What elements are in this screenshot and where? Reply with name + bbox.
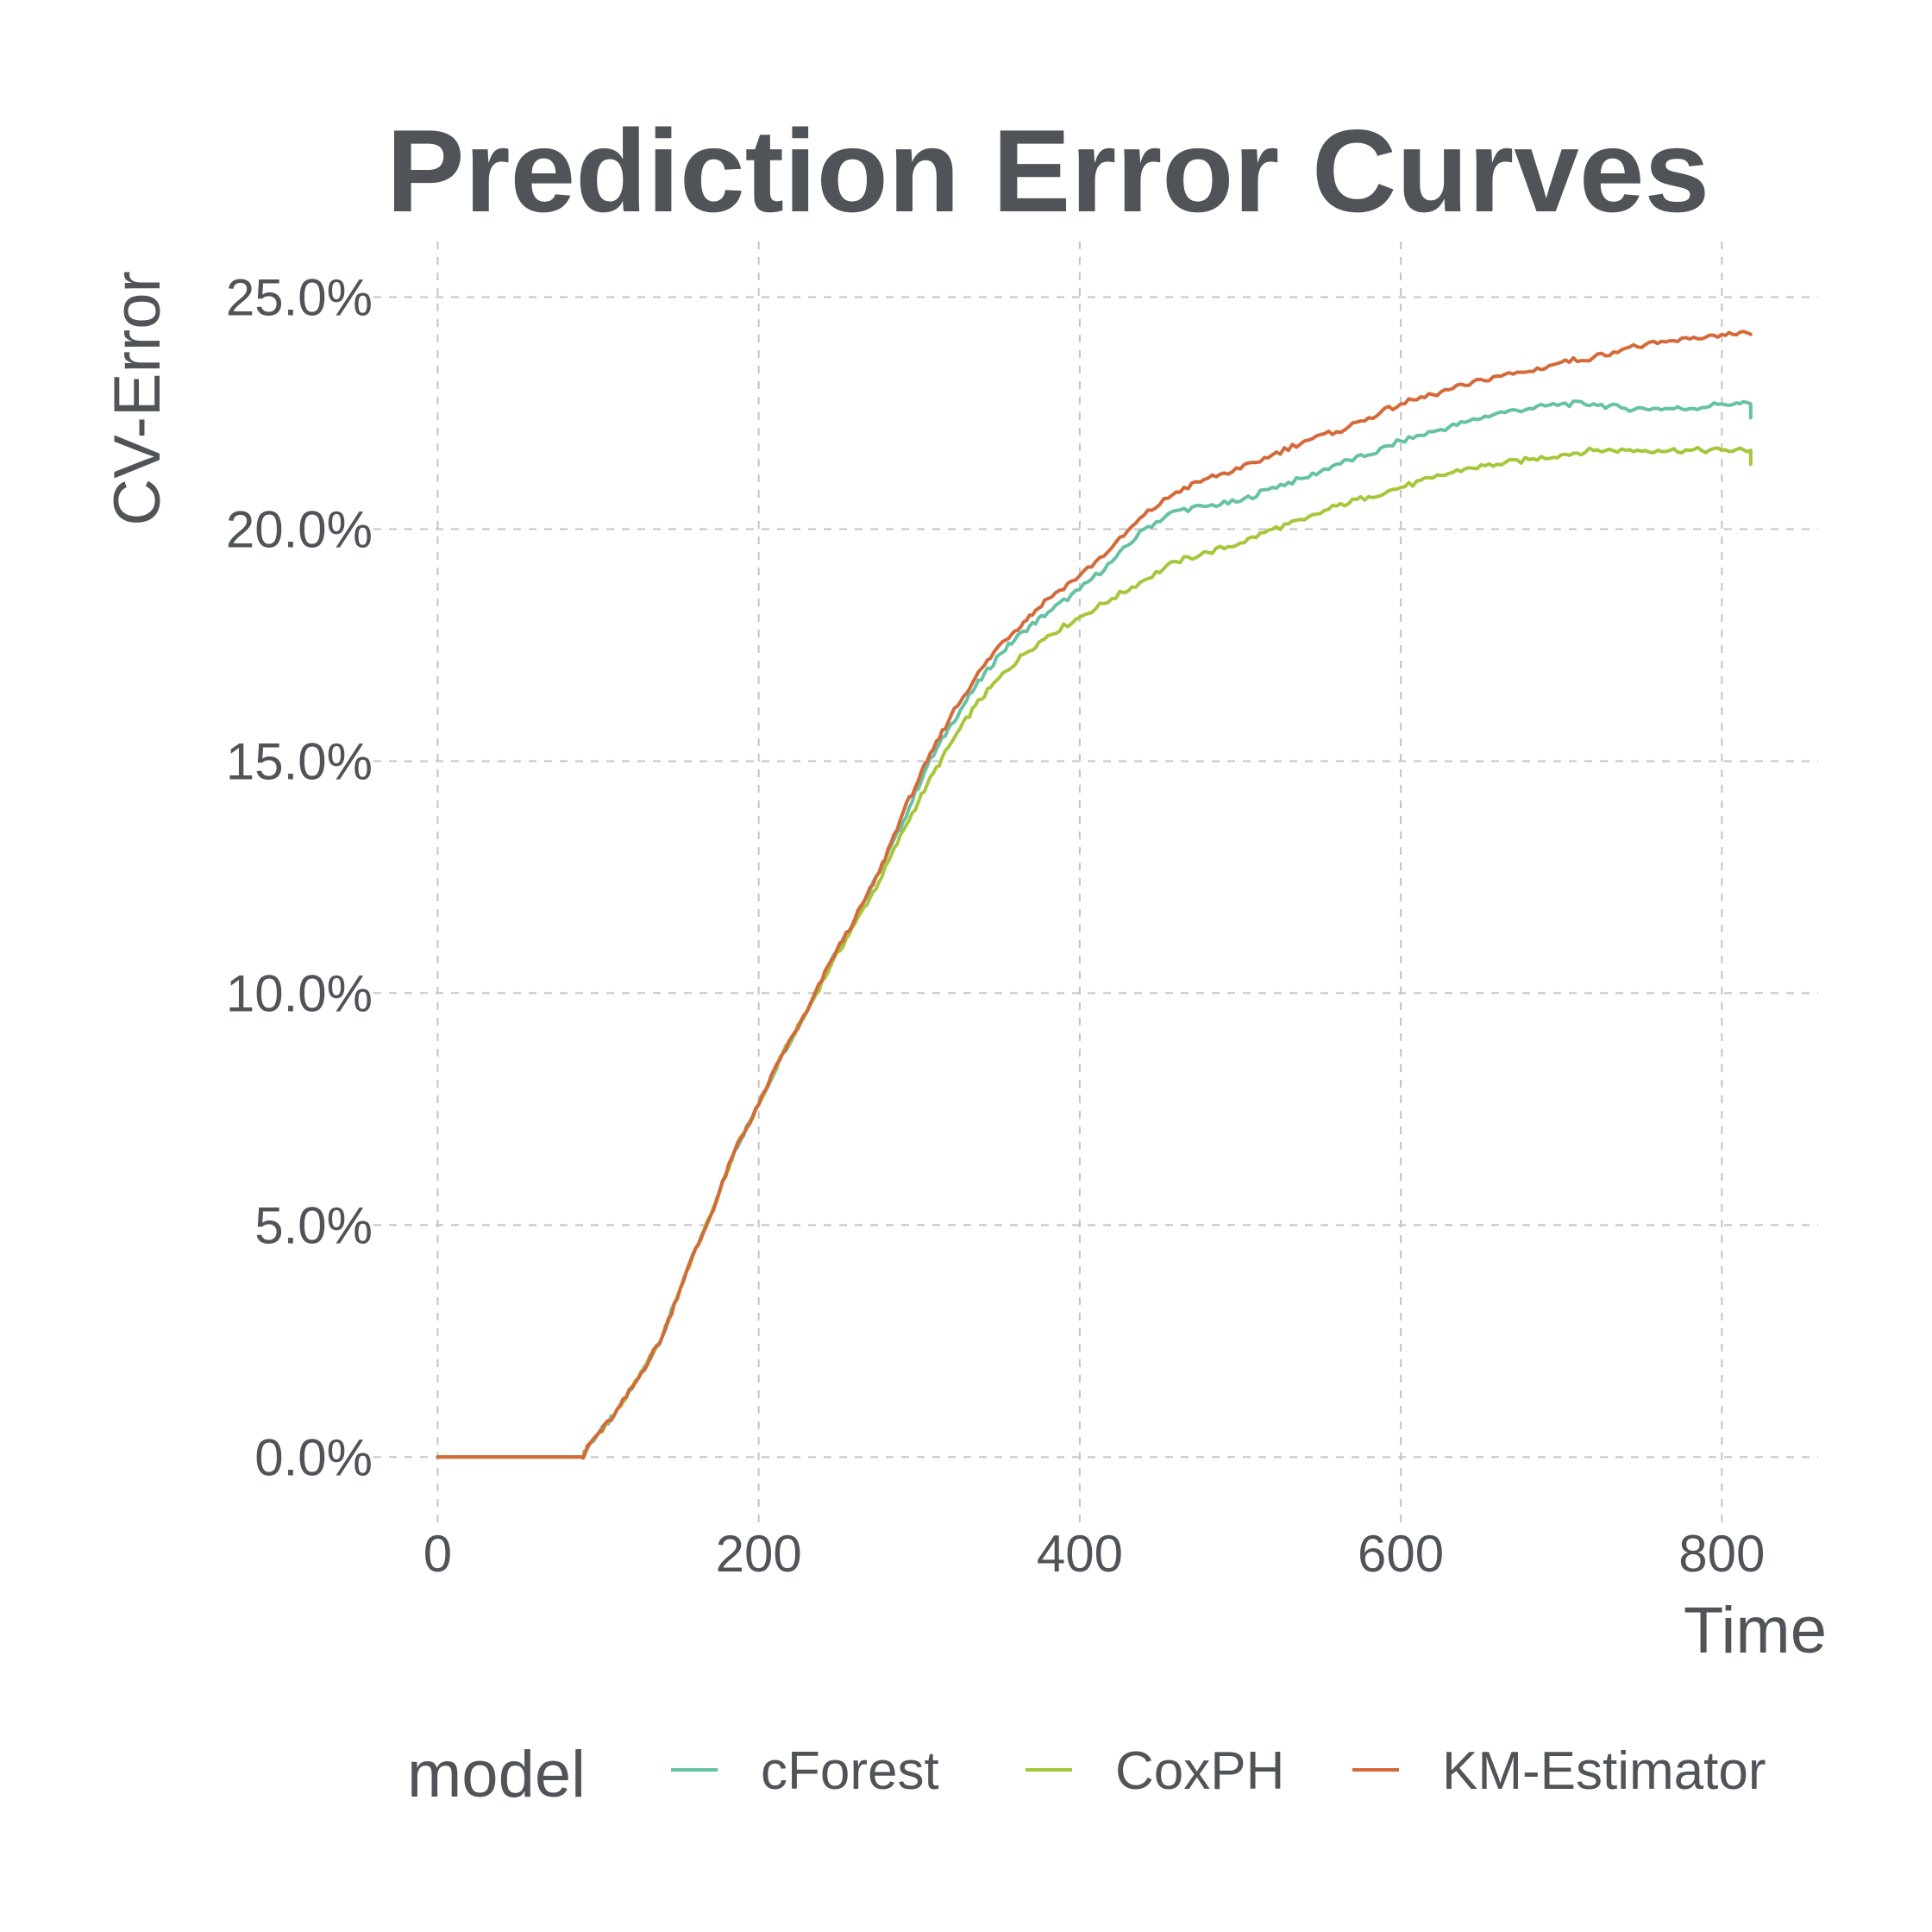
y-tick-label: 0.0% [254,1428,373,1486]
x-axis-ticks: 0 200 400 600 800 [423,1525,1766,1583]
legend-label: CoxPH [1115,1741,1284,1801]
series-line-km-estimator [436,329,1753,1460]
y-axis-title: CV-Error [101,271,174,526]
x-tick-label: 400 [1037,1525,1123,1583]
chart-title: Prediction Error Curves [386,105,1709,236]
x-tick-label: 600 [1358,1525,1444,1583]
series-lines [436,329,1753,1460]
x-tick-label: 200 [716,1525,802,1583]
series-line-coxph [436,445,1753,1459]
y-tick-label: 15.0% [226,732,373,790]
y-tick-label: 5.0% [254,1196,373,1254]
legend-label: KM-Estimator [1442,1741,1766,1801]
x-axis-title: Time [1684,1594,1827,1667]
y-tick-label: 10.0% [226,964,373,1022]
x-tick-label: 800 [1678,1525,1765,1583]
legend-label: cForest [761,1741,939,1801]
grid-lines [373,242,1818,1527]
series-line-cforest [436,399,1753,1460]
y-tick-label: 20.0% [226,501,373,559]
legend: model cForest CoxPH KM-Estimator [407,1738,1766,1811]
x-tick-label: 0 [423,1525,452,1583]
legend-title: model [407,1738,586,1811]
legend-items: cForest CoxPH KM-Estimator [671,1741,1766,1801]
y-axis-ticks: 0.0% 5.0% 10.0% 15.0% 20.0% 25.0% [226,269,373,1487]
y-tick-label: 25.0% [226,269,373,327]
